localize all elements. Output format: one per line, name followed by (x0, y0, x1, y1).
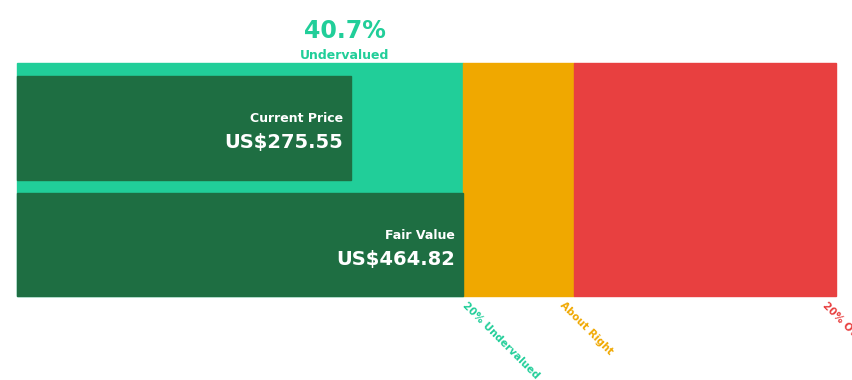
Text: About Right: About Right (558, 300, 614, 357)
Text: 40.7%: 40.7% (303, 19, 385, 43)
Text: Undervalued: Undervalued (300, 49, 389, 62)
Bar (573, 63, 835, 296)
Text: 20% Overvalued: 20% Overvalued (820, 300, 852, 375)
Text: Fair Value: Fair Value (384, 229, 454, 242)
Bar (463, 63, 573, 296)
Bar (17, 193, 463, 296)
Bar (17, 63, 463, 296)
Bar (17, 76, 351, 179)
Text: 20% Undervalued: 20% Undervalued (460, 300, 540, 380)
Text: US$275.55: US$275.55 (223, 133, 343, 152)
Text: Current Price: Current Price (250, 112, 343, 125)
Text: US$464.82: US$464.82 (336, 250, 454, 269)
